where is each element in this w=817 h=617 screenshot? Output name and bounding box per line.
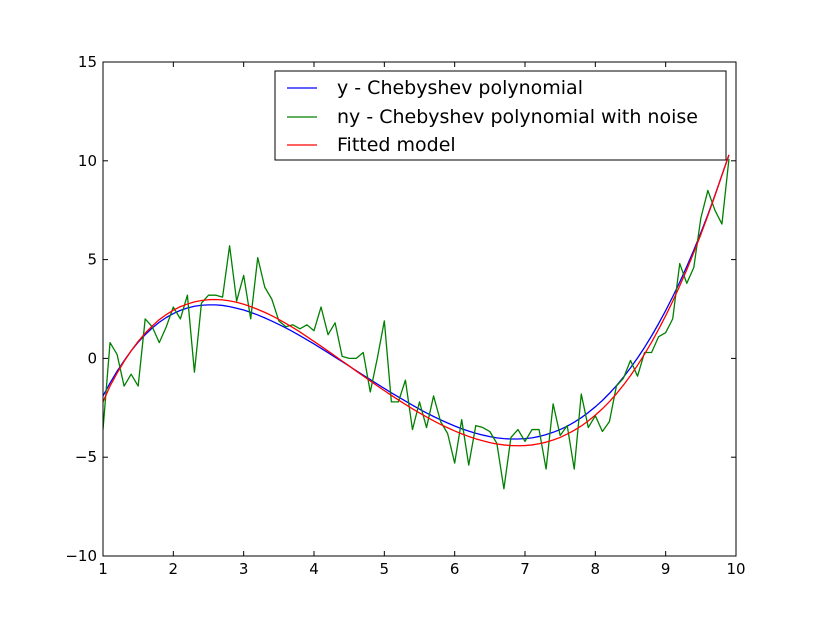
y-tick-label: −10 <box>65 547 97 565</box>
y-tick-label: −5 <box>75 448 97 466</box>
y-tick-label: 15 <box>78 53 97 71</box>
y-tick-label: 5 <box>87 251 97 269</box>
x-tick-label: 4 <box>309 560 319 578</box>
legend: y - Chebyshev polynomial ny - Chebyshev … <box>274 70 727 161</box>
series-layer <box>103 154 730 490</box>
plot-frame <box>102 61 737 557</box>
y-tick-label: 0 <box>87 349 97 367</box>
legend-label-noisy: ny - Chebyshev polynomial with noise <box>337 106 698 128</box>
x-tick-label: 3 <box>239 560 249 578</box>
ticks-layer: 1 2 3 4 5 6 7 8 9 10 −10 −5 0 5 10 15 <box>65 53 745 578</box>
legend-label-fitted: Fitted model <box>337 134 456 156</box>
x-tick-label: 2 <box>169 560 179 578</box>
x-tick-label: 10 <box>726 560 745 578</box>
x-tick-label: 6 <box>450 560 460 578</box>
series-line-fitted <box>103 154 730 447</box>
x-tick-label: 5 <box>380 560 390 578</box>
legend-label-y-chebyshev: y - Chebyshev polynomial <box>337 77 583 99</box>
x-tick-label: 8 <box>591 560 601 578</box>
y-tick-label: 10 <box>78 152 97 170</box>
legend-box <box>274 70 727 161</box>
x-tick-label: 7 <box>520 560 530 578</box>
x-tick-label: 9 <box>661 560 671 578</box>
x-tick-label: 1 <box>98 560 108 578</box>
series-line-noisy <box>103 158 730 490</box>
